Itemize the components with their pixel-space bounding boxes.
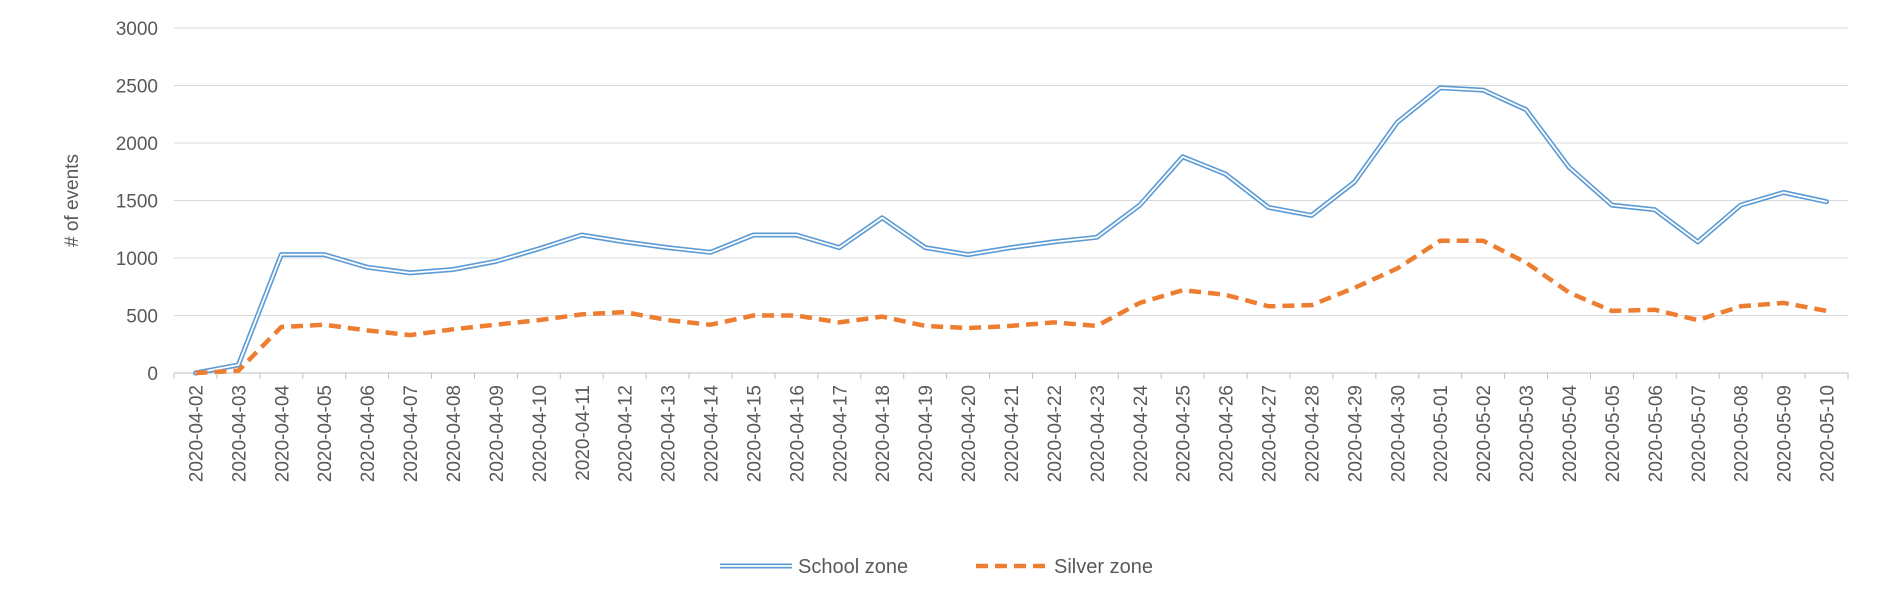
x-tick-label: 2020-04-30 [1388,385,1409,482]
x-tick-label: 2020-04-08 [444,385,465,482]
x-axis-ticks: 2020-04-02 2020-04-03 2020-04-04 2020-04-05… [173,373,1849,483]
series-line-school-zone-inner [194,86,1828,374]
x-tick-label: 2020-04-02 [186,385,207,482]
legend: School zone Silver zone [720,556,1153,578]
series-line-silver-zone [195,238,1827,376]
y-tick-label: 0 [147,364,158,385]
x-tick-label: 2020-04-27 [1260,385,1281,482]
x-tick-label: 2020-04-25 [1174,385,1195,482]
x-tick-label: 2020-05-08 [1732,385,1753,482]
x-tick-label: 2020-04-06 [358,385,379,482]
x-tick-label: 2020-04-19 [916,385,937,482]
x-tick-label: 2020-04-14 [702,385,723,483]
x-tick-label: 2020-04-28 [1302,385,1323,482]
x-tick-label: 2020-04-10 [530,385,551,482]
x-tick-label: 2020-04-23 [1088,385,1109,482]
x-tick-label: 2020-05-01 [1431,385,1452,482]
legend-label-silver-zone: Silver zone [1054,556,1153,578]
x-tick-label: 2020-04-05 [315,385,336,482]
x-tick-label: 2020-05-09 [1775,385,1796,482]
x-tick-label: 2020-04-13 [659,385,680,482]
y-tick-label: 500 [126,307,158,328]
x-tick-label: 2020-04-07 [401,385,422,482]
x-tick-label: 2020-04-29 [1345,385,1366,482]
x-tick-label: 2020-05-04 [1560,385,1581,483]
x-tick-label: 2020-04-20 [959,385,980,482]
x-tick-label: 2020-04-09 [487,385,508,482]
series-lines [193,85,1829,376]
x-tick-label: 2020-04-18 [873,385,894,482]
y-axis-title: # of events [62,154,83,247]
x-tick-label: 2020-05-03 [1517,385,1538,482]
y-tick-label: 2000 [116,134,158,155]
x-tick-label: 2020-04-12 [616,385,637,482]
x-tick-label: 2020-04-04 [272,385,293,483]
y-tick-label: 2500 [116,77,158,98]
y-axis-ticks: 0 500 1000 1500 2000 2500 3000 [116,19,158,385]
x-tick-label: 2020-04-24 [1131,385,1152,483]
y-tick-label: 3000 [116,19,158,40]
x-tick-label: 2020-04-15 [744,385,765,482]
x-tick-label: 2020-05-07 [1689,385,1710,482]
y-tick-label: 1000 [116,249,158,270]
x-tick-label: 2020-05-02 [1474,385,1495,482]
x-tick-label: 2020-04-03 [229,385,250,482]
x-tick-label: 2020-04-11 [573,385,594,481]
x-tick-label: 2020-04-26 [1217,385,1238,482]
y-tick-label: 1500 [116,192,158,213]
x-tick-label: 2020-04-21 [1002,385,1023,482]
x-tick-label: 2020-04-16 [787,385,808,482]
gridlines [174,27,1848,374]
legend-label-school-zone: School zone [798,556,908,578]
x-tick-label: 2020-04-17 [830,385,851,482]
x-tick-label: 2020-04-22 [1045,385,1066,482]
x-tick-label: 2020-05-05 [1603,385,1624,482]
series-line-school-zone [193,85,1829,376]
x-tick-label: 2020-05-06 [1646,385,1667,482]
x-tick-label: 2020-05-10 [1818,385,1839,482]
